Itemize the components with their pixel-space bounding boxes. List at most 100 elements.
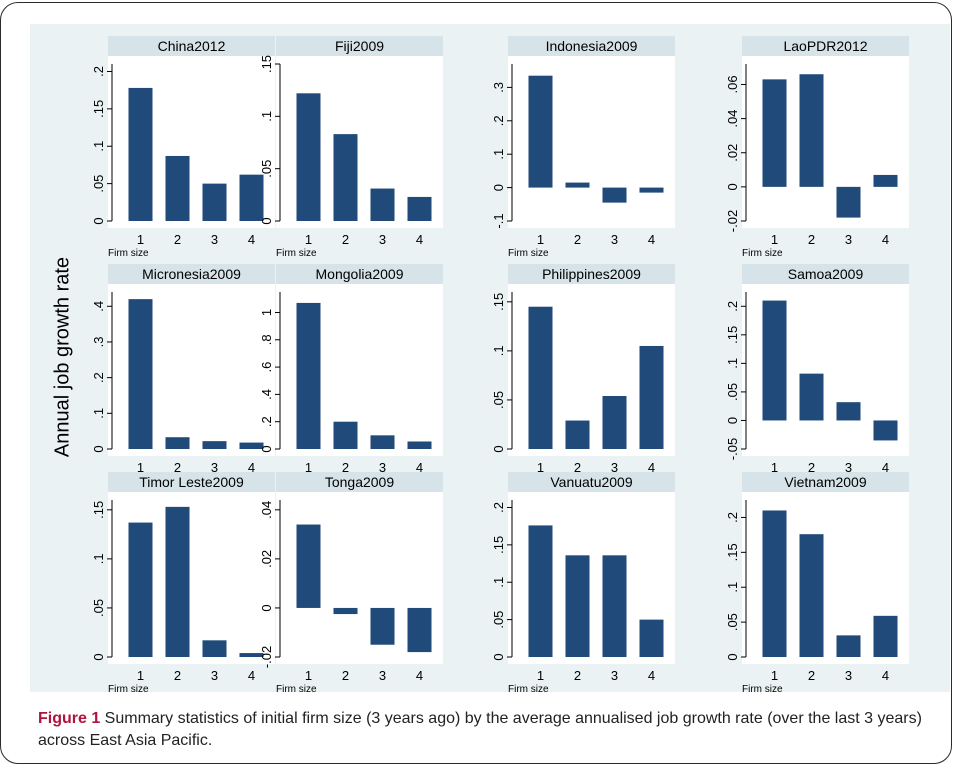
x-tick-label: 1 bbox=[771, 460, 778, 475]
y-tick-label: .06 bbox=[725, 75, 740, 93]
x-axis-label: Firm size bbox=[508, 248, 549, 259]
bar-size-4 bbox=[239, 174, 264, 221]
y-tick-label: .2 bbox=[91, 372, 106, 383]
y-tick-label: .1 bbox=[91, 553, 106, 564]
x-tick-label: 2 bbox=[808, 668, 815, 683]
panel-indonesia2009: Indonesia2009 -.1 0 .1 .2 .3 1 2 3 4 Firm size bbox=[491, 36, 675, 259]
x-tick-label: 4 bbox=[248, 460, 255, 475]
x-axis-label: Firm size bbox=[742, 248, 783, 259]
panel-title: Philippines2009 bbox=[542, 266, 641, 282]
y-tick-label: .8 bbox=[259, 334, 274, 345]
y-tick-label: -.1 bbox=[491, 213, 506, 228]
y-tick-label: .1 bbox=[491, 149, 506, 160]
panel-title: Timor Leste2009 bbox=[139, 474, 244, 490]
bar-size-3 bbox=[836, 186, 861, 218]
x-tick-label: 1 bbox=[537, 460, 544, 475]
x-tick-label: 3 bbox=[611, 460, 618, 475]
x-tick-label: 4 bbox=[248, 232, 255, 247]
x-tick-label: 3 bbox=[211, 460, 218, 475]
x-axis-label: Firm size bbox=[276, 248, 317, 259]
bar-size-4 bbox=[873, 420, 898, 441]
x-tick-label: 1 bbox=[771, 668, 778, 683]
bar-size-2 bbox=[333, 607, 358, 615]
y-tick-label: 0 bbox=[259, 604, 274, 611]
x-tick-label: 3 bbox=[379, 232, 386, 247]
x-tick-label: 1 bbox=[537, 668, 544, 683]
bar-size-4 bbox=[239, 653, 264, 657]
y-tick-label: .15 bbox=[259, 55, 274, 73]
x-tick-label: 4 bbox=[248, 668, 255, 683]
x-tick-label: 1 bbox=[305, 232, 312, 247]
y-tick-label: .1 bbox=[725, 358, 740, 369]
x-tick-label: 2 bbox=[174, 460, 181, 475]
bar-size-1 bbox=[528, 306, 553, 449]
bar-size-2 bbox=[565, 555, 590, 657]
y-tick-label: -.02 bbox=[259, 646, 274, 668]
panel-title-bar bbox=[742, 472, 909, 492]
y-tick-label: 0 bbox=[725, 183, 740, 190]
caption-text: Summary statistics of initial firm size … bbox=[38, 710, 922, 749]
panel-title-bar bbox=[508, 264, 675, 284]
x-tick-label: 3 bbox=[845, 668, 852, 683]
bar-size-2 bbox=[165, 506, 190, 657]
bar-size-1 bbox=[762, 79, 787, 187]
y-tick-label: .15 bbox=[491, 293, 506, 311]
x-tick-label: 1 bbox=[137, 460, 144, 475]
y-tick-label: .2 bbox=[491, 115, 506, 126]
x-tick-label: 2 bbox=[574, 232, 581, 247]
y-tick-label: .05 bbox=[725, 383, 740, 401]
y-tick-label: .04 bbox=[725, 110, 740, 128]
y-tick-label: .02 bbox=[725, 144, 740, 162]
x-tick-label: 3 bbox=[379, 668, 386, 683]
x-tick-label: 1 bbox=[137, 668, 144, 683]
x-tick-label: 2 bbox=[342, 460, 349, 475]
y-tick-label: .05 bbox=[91, 175, 106, 193]
panel-title: Mongolia2009 bbox=[316, 266, 404, 282]
y-tick-label: .2 bbox=[491, 502, 506, 513]
bar-size-3 bbox=[370, 188, 395, 221]
x-axis-label: Firm size bbox=[276, 684, 317, 695]
y-tick-label: .2 bbox=[259, 416, 274, 427]
bar-size-1 bbox=[128, 299, 153, 449]
bar-size-4 bbox=[407, 607, 432, 653]
bar-size-1 bbox=[128, 87, 153, 221]
y-tick-label: 0 bbox=[91, 445, 106, 452]
y-tick-label: .05 bbox=[259, 160, 274, 178]
panel-laopdr2012: LaoPDR2012 -.02 0 .02 .04 .06 1 2 3 4 Firm size bbox=[725, 36, 909, 259]
y-tick-label: 0 bbox=[491, 653, 506, 660]
y-tick-label: .15 bbox=[491, 536, 506, 554]
x-tick-label: 2 bbox=[808, 460, 815, 475]
panel-title: Vietnam2009 bbox=[784, 474, 866, 490]
y-tick-label: .15 bbox=[91, 501, 106, 519]
x-tick-label: 1 bbox=[771, 232, 778, 247]
y-tick-label: .1 bbox=[491, 345, 506, 356]
y-tick-label: .05 bbox=[491, 391, 506, 409]
x-axis-label: Firm size bbox=[742, 684, 783, 695]
bar-size-3 bbox=[370, 607, 395, 645]
figure-caption: Figure 1 Summary statistics of initial f… bbox=[38, 708, 938, 752]
y-axis-label: Annual job growth rate bbox=[51, 256, 74, 458]
panel-china2012: China2012 0 .05 .1 .15 .2 1 2 3 4 Firm size bbox=[91, 36, 275, 259]
y-tick-label: .15 bbox=[91, 100, 106, 118]
bar-size-3 bbox=[370, 435, 395, 449]
bar-size-2 bbox=[165, 155, 190, 221]
y-tick-label: .4 bbox=[259, 389, 274, 400]
y-tick-label: 0 bbox=[259, 217, 274, 224]
x-tick-label: 4 bbox=[648, 668, 655, 683]
x-axis-label: Firm size bbox=[108, 248, 149, 259]
x-axis-label: Firm size bbox=[508, 684, 549, 695]
y-tick-label: .2 bbox=[91, 66, 106, 77]
x-tick-label: 2 bbox=[574, 460, 581, 475]
x-tick-label: 4 bbox=[648, 232, 655, 247]
x-tick-label: 4 bbox=[882, 460, 889, 475]
y-tick-label: .3 bbox=[491, 82, 506, 93]
y-tick-label: .4 bbox=[91, 301, 106, 312]
y-tick-label: .3 bbox=[91, 337, 106, 348]
y-tick-label: 0 bbox=[491, 184, 506, 191]
panel-title-bar bbox=[742, 264, 909, 284]
panel-title: LaoPDR2012 bbox=[783, 38, 867, 54]
y-tick-label: 0 bbox=[91, 217, 106, 224]
x-tick-label: 2 bbox=[574, 668, 581, 683]
panel-fiji2009: Fiji2009 0 .05 .1 .15 1 2 3 4 Firm size bbox=[259, 36, 443, 259]
y-tick-label: .2 bbox=[725, 301, 740, 312]
